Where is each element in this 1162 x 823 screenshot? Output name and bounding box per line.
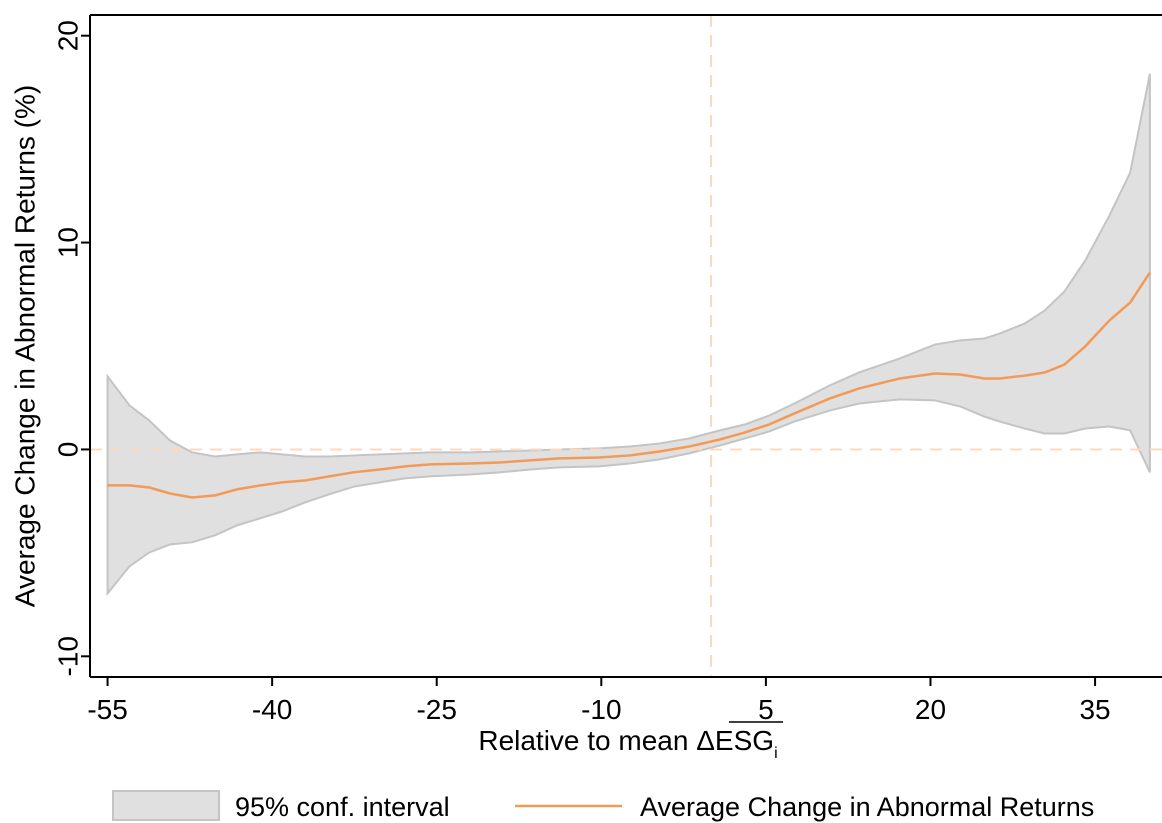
- confidence-band: [106, 73, 1151, 597]
- plot-area: [90, 15, 1162, 677]
- legend-label: Average Change in Abnormal Returns: [640, 792, 1094, 822]
- y-tick-label: 0: [52, 442, 83, 458]
- x-axis-label-subscript: i: [774, 745, 778, 762]
- x-axis-label-main: Relative to mean ΔESG: [478, 725, 774, 756]
- y-tick-label: -10: [52, 636, 83, 676]
- x-tick-label: 35: [1079, 694, 1110, 725]
- x-tick-label: 20: [915, 694, 946, 725]
- x-axis-label: Relative to mean ΔESGi: [478, 725, 777, 762]
- y-axis-label: Average Change in Abnormal Returns (%): [9, 85, 40, 607]
- x-tick-label: -25: [416, 694, 456, 725]
- x-tick-label: -40: [252, 694, 292, 725]
- x-tick-label: 5: [758, 694, 774, 725]
- x-tick-label: -55: [87, 694, 127, 725]
- y-tick-label: 10: [52, 227, 83, 258]
- mean-line: [107, 271, 1151, 499]
- legend-label: 95% conf. interval: [235, 792, 450, 822]
- x-tick-label: -10: [581, 694, 621, 725]
- legend-swatch-band: [112, 790, 220, 821]
- y-tick-label: 20: [52, 20, 83, 51]
